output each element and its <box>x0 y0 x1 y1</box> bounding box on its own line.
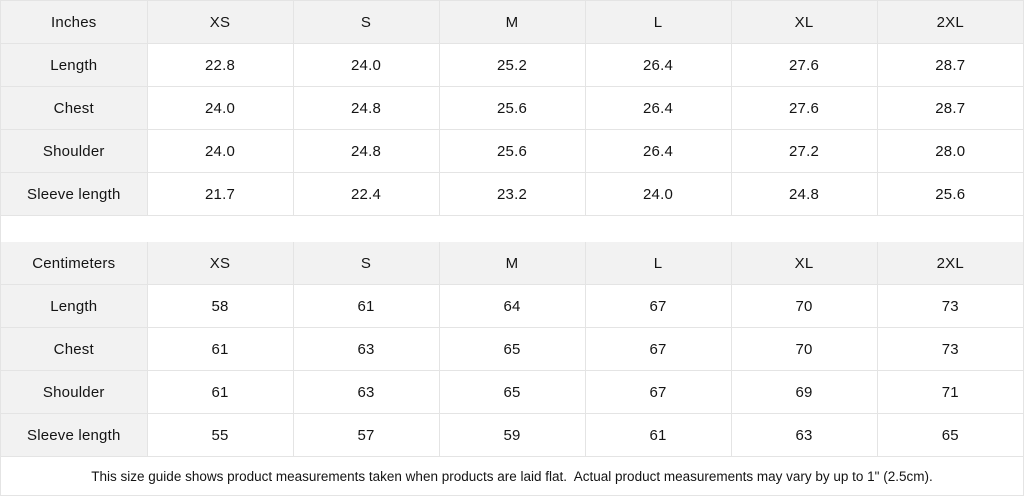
size-header-cell: 2XL <box>876 242 1023 285</box>
value-cell: 22.4 <box>292 172 440 216</box>
value-cell: 21.7 <box>146 172 294 216</box>
value-cell: 55 <box>146 413 294 457</box>
value-cell: 59 <box>438 413 586 457</box>
value-cell: 24.0 <box>292 43 440 87</box>
table-gap <box>1 216 1023 242</box>
value-cell: 70 <box>730 327 878 371</box>
row-label-cell: Chest <box>1 327 148 371</box>
value-cell: 65 <box>438 327 586 371</box>
inches-size-table: Inches XS S M L XL 2XL Length 22.8 24.0 25.2 26.4 27… <box>1 1 1023 216</box>
row-label-cell: Shoulder <box>1 370 148 414</box>
value-cell: 61 <box>292 284 440 328</box>
value-cell: 63 <box>292 327 440 371</box>
row-label-cell: Length <box>1 284 148 328</box>
row-label-cell: Chest <box>1 86 148 130</box>
value-cell: 22.8 <box>146 43 294 87</box>
header-row: Inches XS S M L XL 2XL <box>1 1 1023 44</box>
value-cell: 73 <box>876 284 1023 328</box>
value-cell: 28.7 <box>876 43 1023 87</box>
value-cell: 57 <box>292 413 440 457</box>
row-label-cell: Sleeve length <box>1 172 148 216</box>
value-cell: 67 <box>584 327 732 371</box>
table-row: Length 22.8 24.0 25.2 26.4 27.6 28.7 <box>1 43 1023 87</box>
value-cell: 63 <box>292 370 440 414</box>
table-row: Length 58 61 64 67 70 73 <box>1 284 1023 328</box>
size-header-cell: M <box>438 242 586 285</box>
value-cell: 24.0 <box>584 172 732 216</box>
value-cell: 61 <box>146 327 294 371</box>
value-cell: 65 <box>438 370 586 414</box>
value-cell: 61 <box>584 413 732 457</box>
value-cell: 27.6 <box>730 43 878 87</box>
value-cell: 24.8 <box>292 86 440 130</box>
size-header-cell: S <box>292 1 440 44</box>
table-row: Chest 61 63 65 67 70 73 <box>1 327 1023 371</box>
row-label-cell: Length <box>1 43 148 87</box>
size-header-cell: 2XL <box>876 1 1023 44</box>
value-cell: 25.6 <box>438 129 586 173</box>
value-cell: 28.0 <box>876 129 1023 173</box>
unit-header-cell: Centimeters <box>1 242 148 285</box>
value-cell: 24.8 <box>730 172 878 216</box>
size-guide-footnote: This size guide shows product measuremen… <box>1 457 1023 495</box>
size-header-cell: L <box>584 242 732 285</box>
size-header-cell: XS <box>146 242 294 285</box>
value-cell: 58 <box>146 284 294 328</box>
size-header-cell: XS <box>146 1 294 44</box>
value-cell: 61 <box>146 370 294 414</box>
size-header-cell: S <box>292 242 440 285</box>
value-cell: 25.6 <box>438 86 586 130</box>
centimeters-size-table: Centimeters XS S M L XL 2XL Length 58 61 64 67 70 73 C… <box>1 242 1023 457</box>
unit-header-cell: Inches <box>1 1 148 44</box>
value-cell: 67 <box>584 284 732 328</box>
value-cell: 73 <box>876 327 1023 371</box>
value-cell: 71 <box>876 370 1023 414</box>
value-cell: 24.0 <box>146 129 294 173</box>
value-cell: 24.8 <box>292 129 440 173</box>
value-cell: 25.2 <box>438 43 586 87</box>
table-row: Shoulder 61 63 65 67 69 71 <box>1 370 1023 414</box>
value-cell: 26.4 <box>584 86 732 130</box>
header-row: Centimeters XS S M L XL 2XL <box>1 242 1023 285</box>
value-cell: 69 <box>730 370 878 414</box>
value-cell: 70 <box>730 284 878 328</box>
value-cell: 26.4 <box>584 43 732 87</box>
size-header-cell: XL <box>730 242 878 285</box>
value-cell: 23.2 <box>438 172 586 216</box>
value-cell: 64 <box>438 284 586 328</box>
value-cell: 27.6 <box>730 86 878 130</box>
row-label-cell: Shoulder <box>1 129 148 173</box>
value-cell: 67 <box>584 370 732 414</box>
size-header-cell: L <box>584 1 732 44</box>
size-header-cell: M <box>438 1 586 44</box>
table-row: Chest 24.0 24.8 25.6 26.4 27.6 28.7 <box>1 86 1023 130</box>
value-cell: 26.4 <box>584 129 732 173</box>
size-header-cell: XL <box>730 1 878 44</box>
value-cell: 28.7 <box>876 86 1023 130</box>
value-cell: 24.0 <box>146 86 294 130</box>
row-label-cell: Sleeve length <box>1 413 148 457</box>
table-row: Shoulder 24.0 24.8 25.6 26.4 27.2 28.0 <box>1 129 1023 173</box>
table-row: Sleeve length 55 57 59 61 63 65 <box>1 413 1023 457</box>
value-cell: 65 <box>876 413 1023 457</box>
table-row: Sleeve length 21.7 22.4 23.2 24.0 24.8 25.6 <box>1 172 1023 216</box>
value-cell: 25.6 <box>876 172 1023 216</box>
value-cell: 27.2 <box>730 129 878 173</box>
value-cell: 63 <box>730 413 878 457</box>
